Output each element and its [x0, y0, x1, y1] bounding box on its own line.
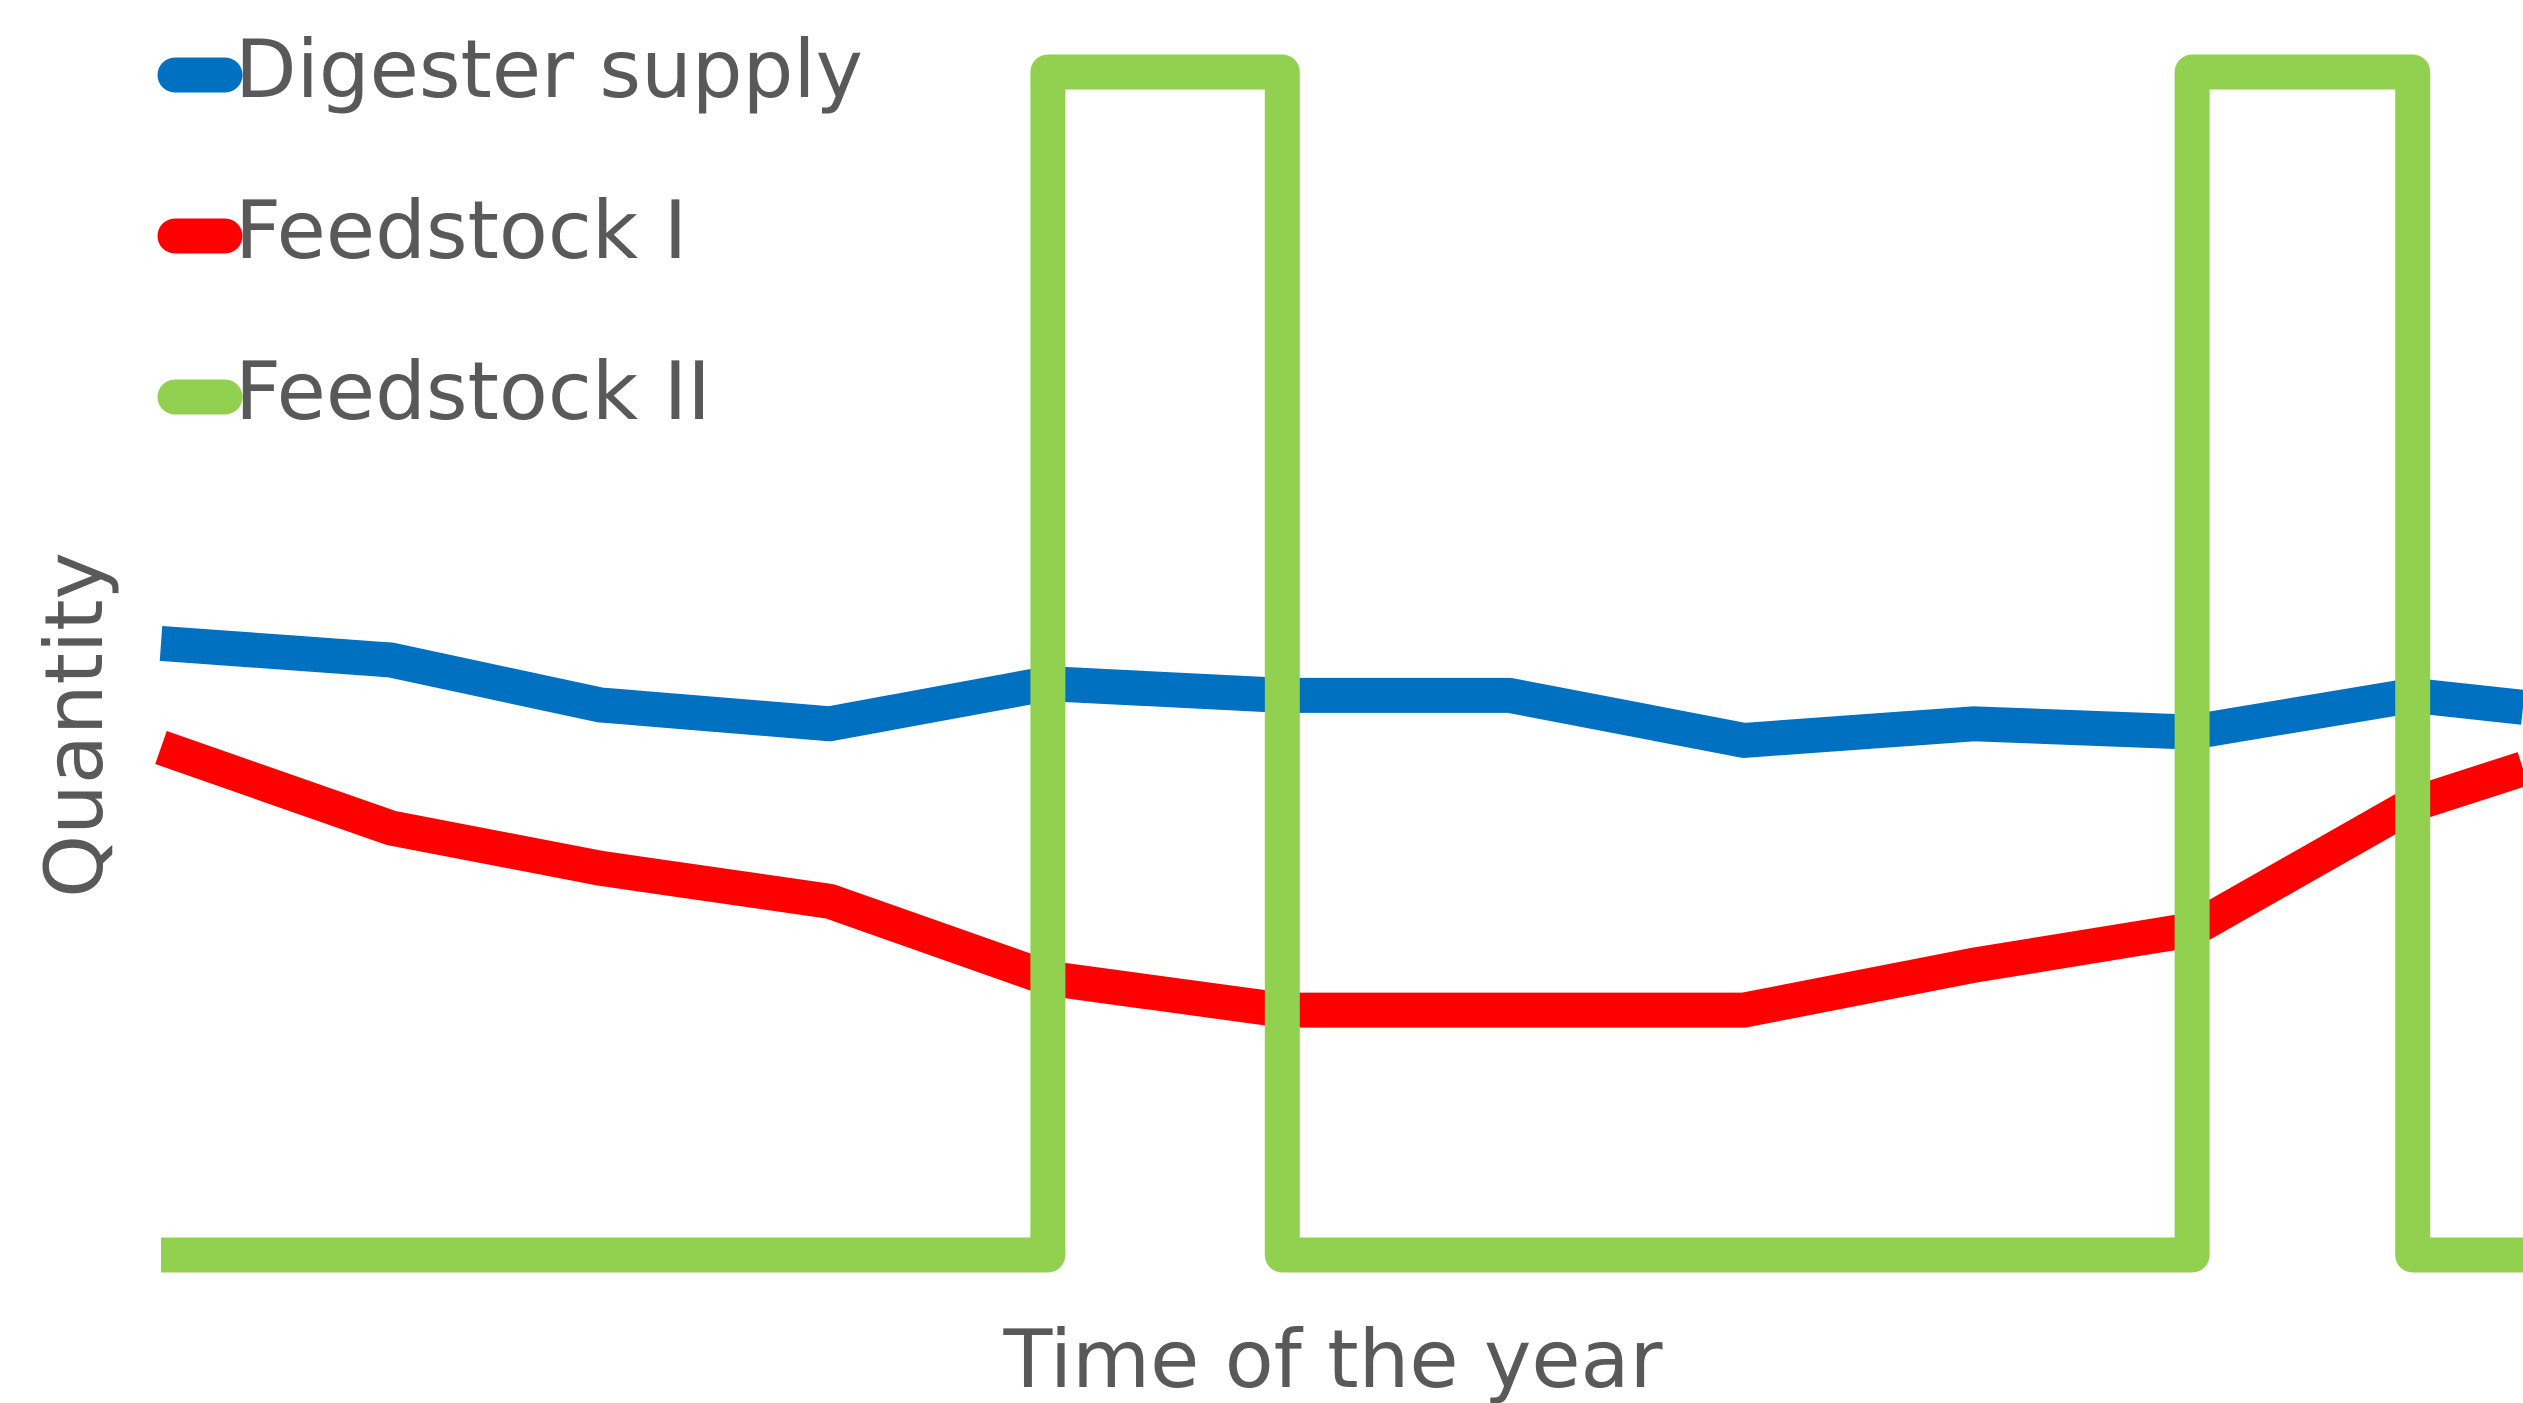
legend-label: Feedstock I: [235, 184, 687, 277]
series-line: [161, 54, 2523, 1273]
series-line: [159, 625, 2523, 758]
series-line: [155, 730, 2523, 1028]
legend-label: Feedstock II: [235, 345, 711, 438]
legend-label: Digester supply: [235, 23, 863, 116]
y-axis-label: Quantity: [28, 552, 121, 898]
x-axis-label: Time of the year: [1003, 1313, 1663, 1403]
